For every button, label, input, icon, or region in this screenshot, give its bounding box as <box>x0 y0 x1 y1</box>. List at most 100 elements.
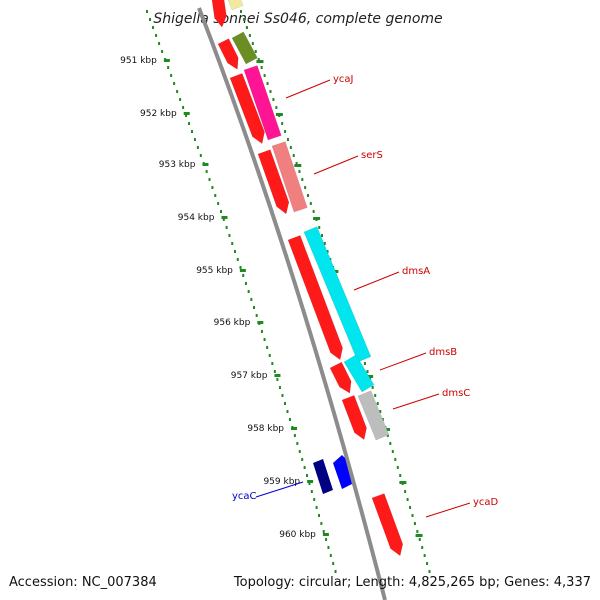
rna-feature <box>357 390 390 441</box>
ring-dot <box>396 466 399 469</box>
scale-dot <box>155 34 158 37</box>
ring-dot <box>272 98 275 101</box>
scale-dot <box>303 466 306 469</box>
scale-dot <box>313 498 316 501</box>
gene-label-ycac: ycaC <box>232 491 257 502</box>
label-leader-line <box>425 502 471 518</box>
label-leader-line <box>313 155 359 175</box>
ring-dot <box>423 554 426 557</box>
ring-dot <box>326 250 329 253</box>
scale-dot <box>233 250 236 253</box>
scale-dot <box>276 378 279 381</box>
ring-dot <box>399 474 402 477</box>
scale-dot <box>325 538 328 541</box>
ring-dot <box>312 210 315 213</box>
scale-dot <box>190 130 193 133</box>
scale-dot <box>266 346 269 349</box>
reverse-gene <box>333 455 352 489</box>
ring-dot <box>411 514 414 517</box>
rna-feature <box>243 65 282 141</box>
label-leader-line <box>255 481 304 498</box>
label-leader-line <box>353 271 400 291</box>
ring-dot <box>321 234 324 237</box>
rna-feature <box>303 226 372 363</box>
scale-dot <box>219 210 222 213</box>
ring-dot <box>263 74 266 77</box>
scale-dot <box>211 186 214 189</box>
scale-dot <box>329 554 332 557</box>
ring-dot <box>257 58 260 61</box>
ring-dot <box>269 90 272 93</box>
ring-dot <box>366 370 369 373</box>
scale-dot <box>288 418 291 421</box>
ring-tick <box>275 113 283 116</box>
ring-dot <box>292 154 295 157</box>
ring-dot <box>245 26 248 29</box>
map-title: Shigella sonnei Ss046, complete genome <box>153 11 442 27</box>
ring-dot <box>391 450 394 453</box>
ring-dot <box>301 178 304 181</box>
scale-dot <box>193 138 196 141</box>
label-leader-line <box>285 79 331 99</box>
scale-dot <box>217 202 220 205</box>
scale-tick <box>307 480 314 483</box>
ring-dot <box>371 386 374 389</box>
gene-label-ycaj: ycaJ <box>333 74 354 85</box>
scale-dot <box>170 74 173 77</box>
scale-dot <box>281 394 284 397</box>
scale-dot <box>236 258 239 261</box>
genome-backbone <box>197 7 387 600</box>
scale-dot <box>222 218 225 221</box>
reverse-gene <box>313 459 333 494</box>
ring-tick <box>399 481 407 484</box>
ring-dot <box>404 490 407 493</box>
ring-dot <box>289 146 292 149</box>
scale-dot <box>196 146 199 149</box>
scale-dot <box>244 282 247 285</box>
scale-label: 951 kbp <box>120 56 157 66</box>
scale-dot <box>306 474 309 477</box>
scale-dot <box>214 194 217 197</box>
ring-dot <box>309 202 312 205</box>
scale-label: 956 kbp <box>214 318 251 328</box>
rna-feature <box>271 141 308 213</box>
scale-dot <box>228 234 231 237</box>
scale-tick <box>291 427 298 430</box>
ring-dot <box>304 186 307 189</box>
gene-label-dmsb: dmsB <box>429 347 457 358</box>
scale-dot <box>255 314 258 317</box>
ring-dot <box>251 42 254 45</box>
scale-tick <box>322 533 329 536</box>
scale-dot <box>308 482 311 485</box>
scale-dot <box>283 402 286 405</box>
ring-tick <box>415 534 423 537</box>
ring-dot <box>242 18 245 21</box>
scale-dot <box>315 506 318 509</box>
scale-dot <box>286 410 289 413</box>
scale-label: 957 kbp <box>231 371 268 381</box>
ring-dot <box>409 506 412 509</box>
ring-dot <box>421 546 424 549</box>
ring-dot <box>266 82 269 85</box>
scale-label: 954 kbp <box>178 213 215 223</box>
ring-dot <box>374 394 377 397</box>
cds-feature <box>341 395 367 441</box>
scale-dot <box>293 434 296 437</box>
ring-dot <box>284 130 287 133</box>
cds-feature <box>211 0 227 28</box>
scale-dot <box>146 10 148 13</box>
cds-feature <box>217 38 239 70</box>
ring-dot <box>306 194 309 197</box>
scale-dot <box>247 290 250 293</box>
scale-dot <box>273 370 276 373</box>
scale-dot <box>176 90 179 93</box>
scale-dot <box>296 442 299 445</box>
gene-label-dmsc: dmsC <box>442 388 470 399</box>
scale-dot <box>158 42 161 45</box>
scale-tick <box>274 374 281 377</box>
scale-dot <box>322 530 325 533</box>
cds-feature <box>287 235 343 361</box>
scale-dot <box>317 514 320 517</box>
ring-dot <box>286 138 289 141</box>
ring-dot <box>418 538 421 541</box>
